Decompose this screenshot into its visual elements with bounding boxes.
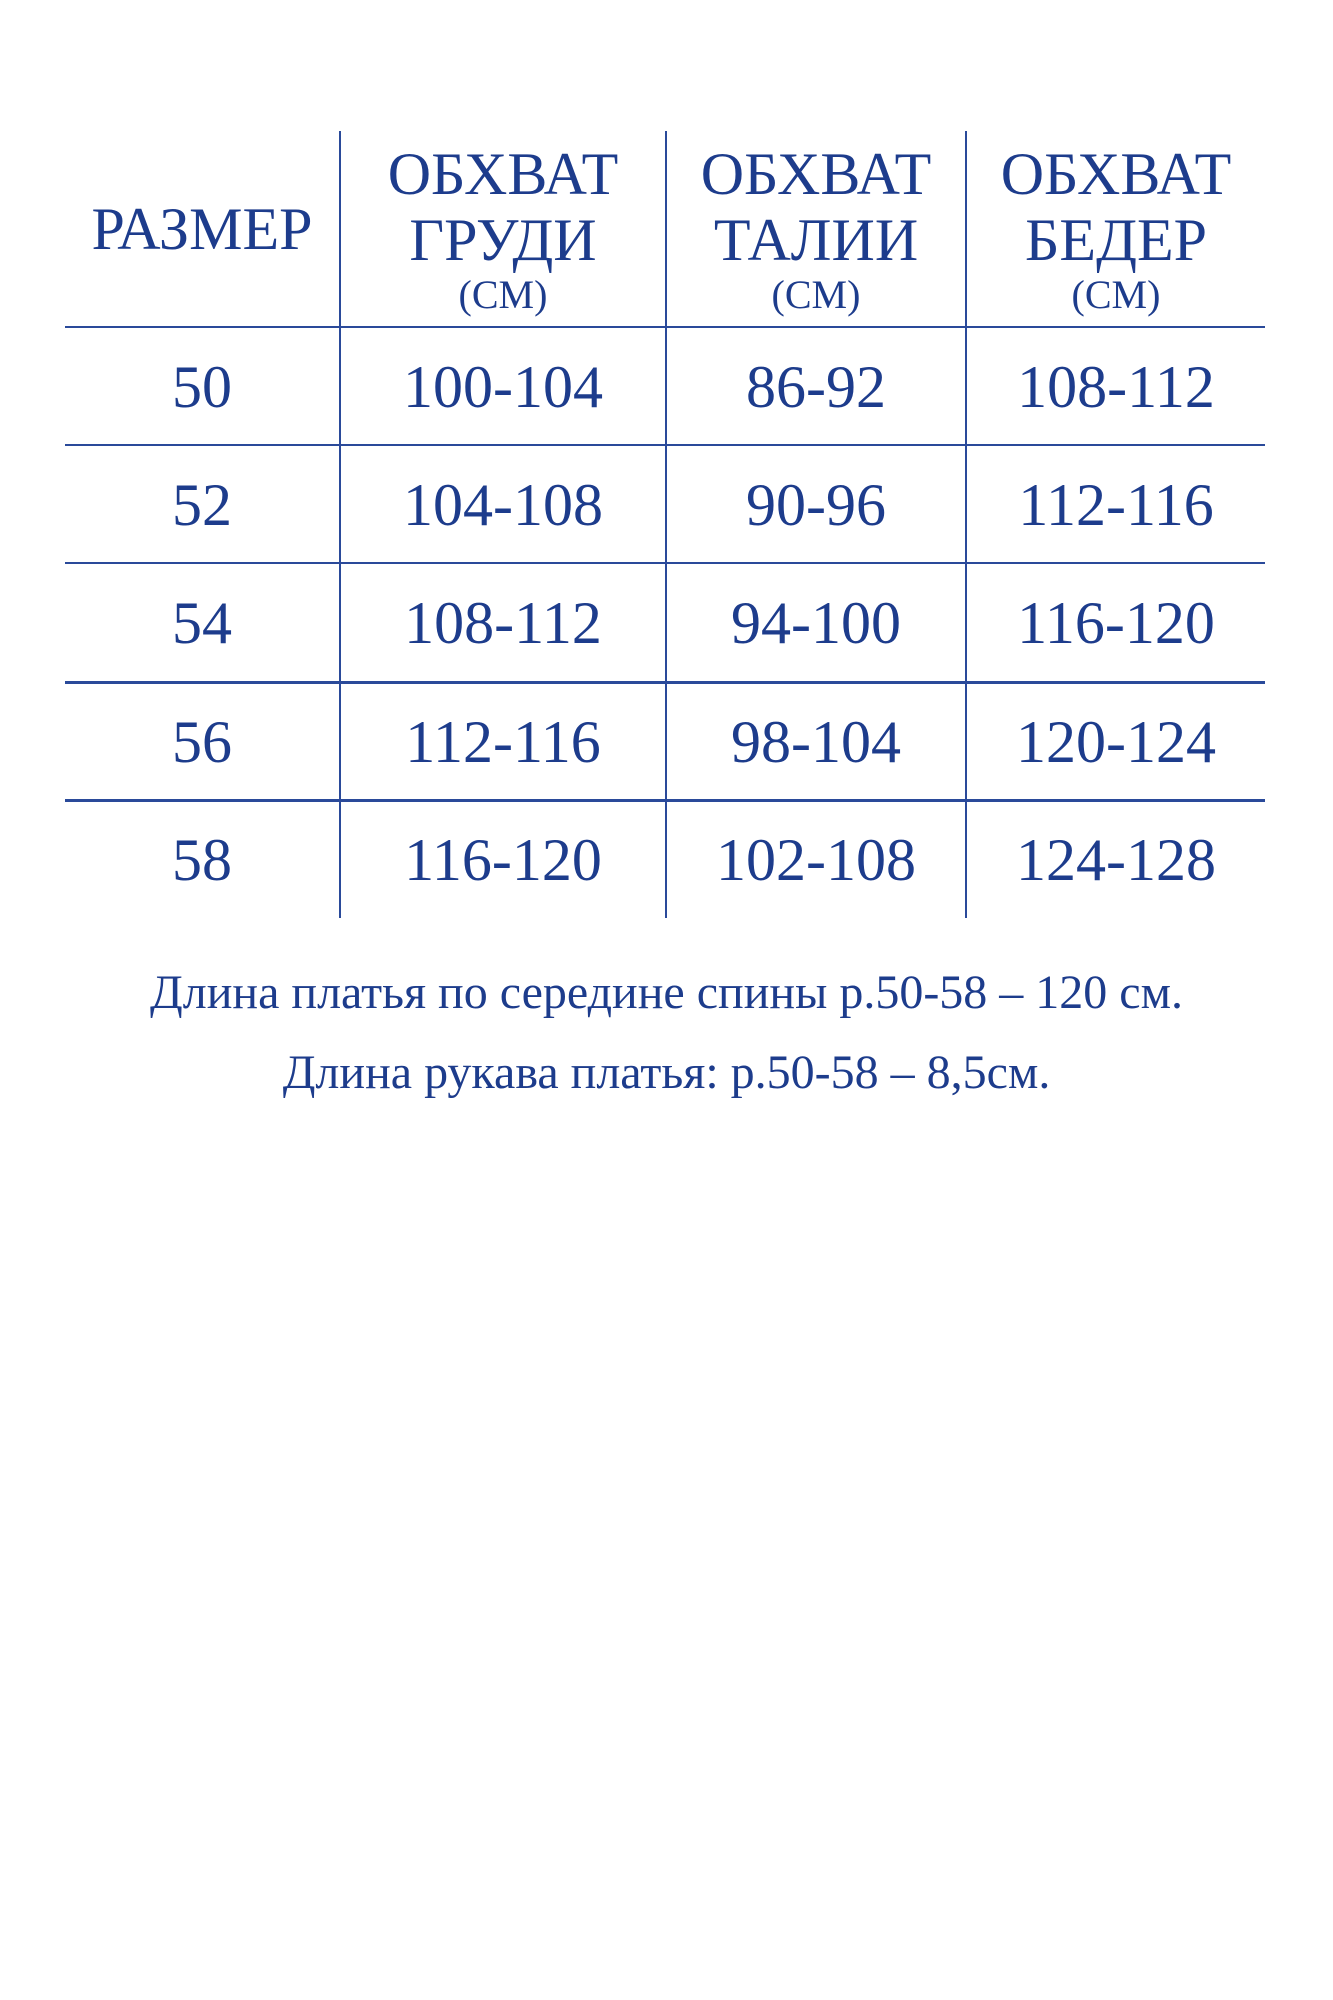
header-waist: ОБХВАТ ТАЛИИ (СМ): [667, 131, 965, 326]
measurement-cell: 102-108: [716, 826, 916, 893]
measurement-cell: 100-104: [403, 353, 603, 420]
measurement-cell: 112-116: [1018, 471, 1214, 538]
size-cell: 58: [172, 826, 232, 893]
header-text: ОБХВАТ: [1000, 140, 1232, 207]
size-cell: 52: [172, 471, 232, 538]
measurement-cell: 116-120: [1017, 589, 1215, 656]
row-divider: [65, 326, 1265, 328]
measurement-cell: 104-108: [403, 471, 603, 538]
size-cell: 54: [172, 589, 232, 656]
header-text: РАЗМЕР: [91, 195, 313, 262]
header-unit: (СМ): [1071, 271, 1161, 317]
measurement-cell: 120-124: [1016, 708, 1216, 775]
measurement-cell: 98-104: [731, 708, 901, 775]
size-cell: 50: [172, 353, 232, 420]
row-divider: [65, 562, 1265, 564]
header-unit: (СМ): [458, 271, 548, 317]
row-divider: [65, 681, 1265, 684]
header-text: ОБХВАТ: [387, 140, 619, 207]
measurement-cell: 86-92: [746, 353, 886, 420]
header-hips: ОБХВАТ БЕДЕР (СМ): [967, 131, 1265, 326]
measurement-cell: 108-112: [404, 589, 602, 656]
row-divider: [65, 444, 1265, 446]
measurement-cell: 112-116: [405, 708, 601, 775]
header-text: БЕДЕР: [1024, 206, 1208, 273]
measurement-cell: 108-112: [1017, 353, 1215, 420]
row-divider: [65, 799, 1265, 802]
measurement-cell: 90-96: [746, 471, 886, 538]
column-divider: [965, 131, 967, 918]
column-divider: [339, 131, 341, 918]
header-text: ОБХВАТ: [700, 140, 932, 207]
size-cell: 56: [172, 708, 232, 775]
header-unit: (СМ): [771, 271, 861, 317]
header-text: ГРУДИ: [409, 206, 597, 273]
header-text: ТАЛИИ: [713, 206, 919, 273]
measurement-cell: 124-128: [1016, 826, 1216, 893]
measurement-cell: 94-100: [731, 589, 901, 656]
column-divider: [665, 131, 667, 918]
header-size: РАЗМЕР: [65, 131, 339, 326]
sleeve-length-note: Длина рукава платья: р.50-58 – 8,5см.: [282, 1046, 1051, 1099]
measurement-cell: 116-120: [404, 826, 602, 893]
header-bust: ОБХВАТ ГРУДИ (СМ): [341, 131, 665, 326]
dress-length-note: Длина платья по середине спины р.50-58 –…: [150, 966, 1183, 1019]
